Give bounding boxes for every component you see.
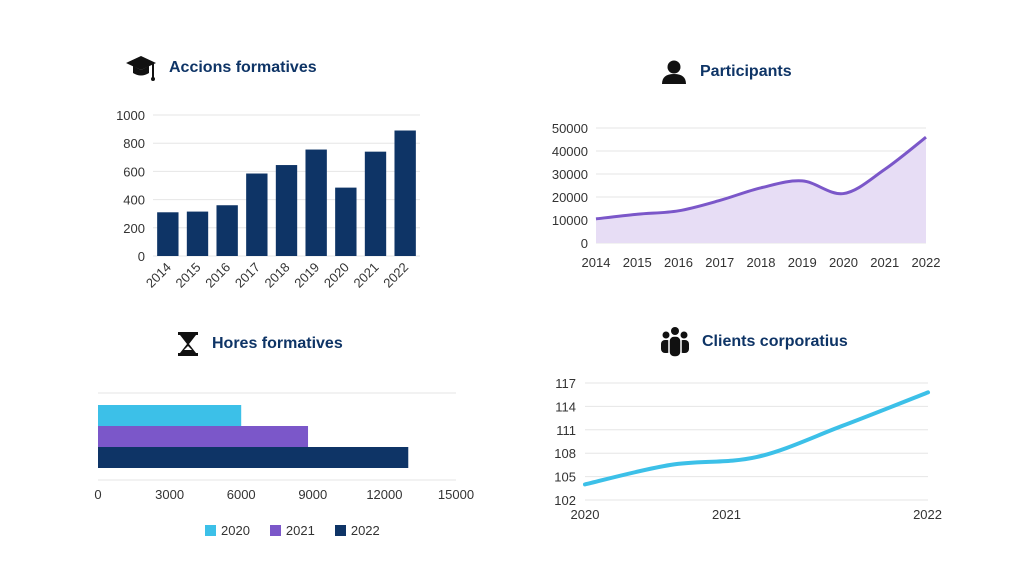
participants-xtick-label: 2021 [870, 255, 899, 270]
accions-xtick-label: 2015 [173, 260, 204, 291]
legend-swatch-2022 [334, 525, 346, 536]
participants-xtick-label: 2015 [623, 255, 652, 270]
hores-xtick-label: 6000 [227, 487, 256, 502]
legend-swatch-2020 [205, 525, 216, 536]
participants-xtick-label: 2014 [582, 255, 611, 270]
hores-bar-2022 [98, 447, 409, 468]
accions-ytick-label: 0 [138, 249, 145, 264]
hourglass-icon [176, 331, 200, 357]
hores-title-text: Hores formatives [212, 335, 343, 352]
clients-ytick-label: 111 [556, 423, 576, 438]
accions-xtick-label: 2016 [202, 260, 233, 291]
accions-bar-2016 [216, 205, 238, 256]
participants-xtick-label: 2018 [747, 255, 776, 270]
participants-ytick-label: 50000 [552, 121, 588, 136]
participants-title-text: Participants [700, 63, 792, 80]
accions-xtick-label: 2022 [380, 260, 411, 291]
clients-xtick-label: 2022 [913, 507, 942, 522]
accions-title-text: Accions formatives [169, 59, 317, 76]
clients-ytick-label: 117 [555, 376, 576, 391]
accions-ytick-label: 1000 [116, 108, 145, 123]
participants-xtick-label: 2017 [705, 255, 734, 270]
legend-item-2020: 2020 [205, 523, 250, 538]
accions-ytick-label: 800 [123, 136, 145, 151]
participants-area [596, 137, 926, 243]
hores-xtick-label: 0 [94, 487, 101, 502]
accions-xtick-label: 2021 [351, 260, 382, 291]
accions-xtick-label: 2017 [232, 260, 263, 291]
accions-bar-2020 [335, 187, 357, 256]
accions-xtick-label: 2019 [291, 260, 322, 291]
accions-title: Accions formatives [125, 54, 317, 82]
graduation-cap-icon [125, 54, 157, 82]
accions-bar-2022 [394, 130, 416, 256]
clients-xtick-label: 2020 [571, 507, 600, 522]
accions-bar-2017 [246, 173, 268, 256]
accions-ytick-label: 400 [123, 193, 145, 208]
clients-title-text: Clients corporatius [702, 333, 848, 350]
hores-xtick-label: 12000 [366, 487, 402, 502]
accions-bar-2019 [305, 149, 327, 256]
hores-title: Hores formatives [176, 331, 343, 357]
hores-xtick-label: 9000 [298, 487, 327, 502]
participants-ytick-label: 40000 [552, 144, 588, 159]
participants-xtick-label: 2022 [912, 255, 941, 270]
hores-xtick-label: 3000 [155, 487, 184, 502]
hores-bar-2021 [98, 426, 309, 447]
clients-xtick-label: 2021 [712, 507, 741, 522]
participants-ytick-label: 20000 [552, 190, 588, 205]
legend-item-2022: 2022 [334, 523, 380, 538]
participants-xtick-label: 2020 [829, 255, 858, 270]
legend-label-2020: 2020 [221, 523, 250, 538]
people-group-icon [660, 326, 690, 358]
hores-bar-2020 [98, 405, 242, 426]
accions-bar-2021 [364, 151, 387, 256]
clients-ytick-label: 102 [554, 493, 576, 508]
accions-ytick-label: 200 [123, 221, 145, 236]
hores-xtick-label: 15000 [438, 487, 474, 502]
clients-ytick-label: 108 [554, 446, 576, 461]
clients-ytick-label: 114 [555, 399, 576, 414]
clients-title: Clients corporatius [660, 326, 848, 358]
legend-swatch-2021 [269, 525, 281, 536]
legend-label-2022: 2022 [350, 523, 380, 538]
legend-label-2021: 2021 [285, 523, 315, 538]
accions-xtick-label: 2018 [262, 260, 293, 291]
legend-item-2021: 2021 [269, 523, 315, 538]
participants-title: Participants [660, 59, 792, 85]
participants-ytick-label: 30000 [552, 167, 588, 182]
participants-ytick-label: 0 [581, 236, 588, 251]
person-icon [660, 59, 688, 85]
participants-xtick-label: 2016 [664, 255, 693, 270]
participants-ytick-label: 10000 [552, 213, 588, 228]
accions-ytick-label: 600 [123, 164, 145, 179]
accions-xtick-label: 2014 [143, 260, 174, 291]
hores-legend: 2020 2021 2022 [205, 523, 380, 538]
accions-bar-2018 [275, 165, 298, 256]
accions-bar-2014 [157, 212, 179, 256]
accions-xtick-label: 2020 [321, 260, 352, 291]
clients-ytick-label: 105 [554, 470, 576, 485]
accions-bar-2015 [186, 211, 209, 256]
participants-xtick-label: 2019 [788, 255, 817, 270]
